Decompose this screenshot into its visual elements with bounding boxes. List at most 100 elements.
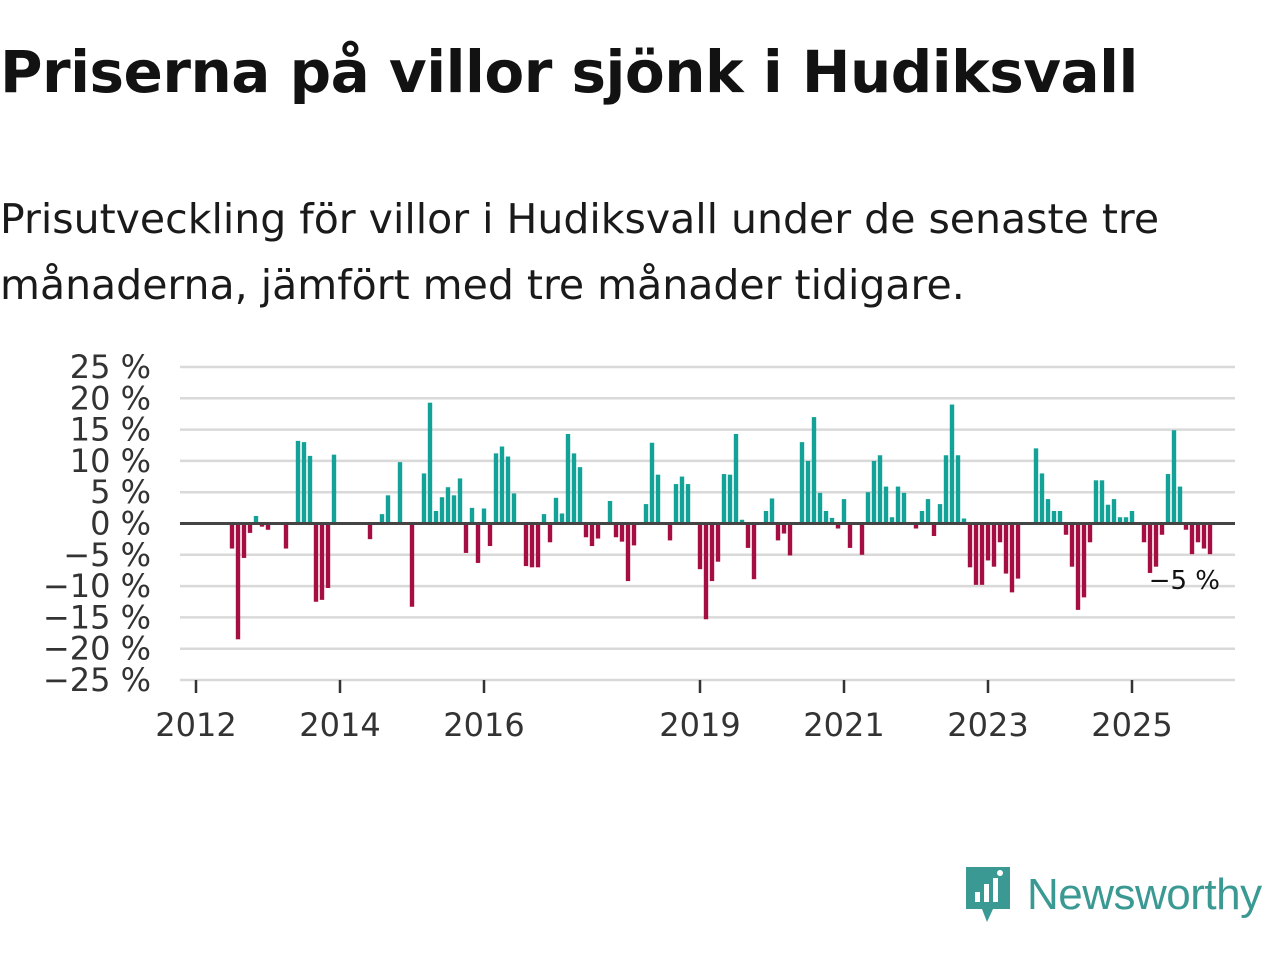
bar-negative bbox=[1147, 523, 1153, 573]
bar-negative bbox=[781, 523, 787, 534]
bar-positive bbox=[721, 474, 727, 524]
bar-positive bbox=[481, 508, 487, 524]
bar-negative bbox=[1153, 523, 1159, 567]
bar-negative bbox=[367, 523, 373, 540]
bar-negative bbox=[595, 523, 601, 539]
bar-positive bbox=[643, 504, 649, 524]
bar-positive bbox=[871, 460, 877, 524]
x-tick-label: 2012 bbox=[155, 706, 236, 744]
bar-negative bbox=[613, 523, 619, 538]
bar-negative bbox=[1015, 523, 1021, 579]
bar-negative bbox=[1189, 523, 1195, 555]
bar-negative bbox=[529, 523, 535, 568]
bar-negative bbox=[547, 523, 553, 543]
bar-positive bbox=[649, 442, 655, 524]
bar-negative bbox=[259, 523, 265, 527]
bar-negative bbox=[709, 523, 715, 582]
bar-negative bbox=[745, 523, 751, 548]
bar-negative bbox=[1159, 523, 1165, 535]
y-tick-label: 15 % bbox=[70, 411, 151, 449]
bar-positive bbox=[451, 495, 457, 524]
bar-negative bbox=[589, 523, 595, 547]
bar-positive bbox=[553, 497, 559, 524]
bar-positive bbox=[799, 442, 805, 524]
y-tick-label: 0 % bbox=[90, 505, 151, 543]
bar-positive bbox=[805, 460, 811, 524]
bar-positive bbox=[295, 440, 301, 524]
bar-positive bbox=[499, 446, 505, 524]
y-tick-label: −5 % bbox=[63, 536, 151, 574]
bar-positive bbox=[883, 486, 889, 524]
bar-positive bbox=[733, 433, 739, 524]
bar-negative bbox=[1009, 523, 1015, 593]
bar-negative bbox=[319, 523, 325, 600]
x-axis: 2012 2014 2016 2019 2021 2023 2025 bbox=[155, 680, 1173, 744]
bar-positive bbox=[769, 498, 775, 524]
bar-negative bbox=[229, 523, 235, 549]
bar-negative bbox=[1195, 523, 1201, 543]
bar-positive bbox=[421, 473, 427, 524]
bar-negative bbox=[1141, 523, 1147, 543]
y-tick-label: −20 % bbox=[43, 630, 151, 668]
bar-negative bbox=[313, 523, 319, 602]
y-tick-label: 25 % bbox=[70, 348, 151, 386]
bar-positive bbox=[1099, 480, 1105, 524]
bar-negative bbox=[625, 523, 631, 582]
bar-positive bbox=[1033, 448, 1039, 524]
bar-negative bbox=[1183, 523, 1189, 530]
bar-negative bbox=[523, 523, 529, 567]
bar-positive bbox=[739, 519, 745, 524]
bar-positive bbox=[955, 455, 961, 524]
bar-positive bbox=[1123, 517, 1129, 524]
bar-positive bbox=[901, 492, 907, 524]
bar-positive bbox=[823, 510, 829, 524]
x-tick-label: 2019 bbox=[659, 706, 740, 744]
bar-positive bbox=[841, 499, 847, 524]
bar-chart: 25 %20 %15 %10 %5 %0 %−5 %−10 %−15 %−20 … bbox=[43, 348, 1235, 744]
bar-positive bbox=[253, 515, 259, 524]
bar-negative bbox=[1003, 523, 1009, 574]
bar-positive bbox=[889, 517, 895, 524]
bar-negative bbox=[1063, 523, 1069, 535]
bar-negative bbox=[697, 523, 703, 570]
bar-negative bbox=[847, 523, 853, 548]
bar-positive bbox=[307, 455, 313, 524]
bar-positive bbox=[1129, 510, 1135, 524]
bar-positive bbox=[679, 476, 685, 524]
x-tick-label: 2021 bbox=[803, 706, 884, 744]
bar-negative bbox=[1087, 523, 1093, 543]
bar-negative bbox=[931, 523, 937, 537]
bar-positive bbox=[727, 474, 733, 524]
newsworthy-logo-icon bbox=[966, 867, 1010, 922]
bar-negative bbox=[325, 523, 331, 588]
bar-positive bbox=[469, 507, 475, 524]
bar-negative bbox=[751, 523, 757, 580]
bar-positive bbox=[1093, 480, 1099, 524]
bar-positive bbox=[457, 478, 463, 524]
bar-negative bbox=[997, 523, 1003, 543]
bar-positive bbox=[397, 462, 403, 524]
bar-positive bbox=[439, 497, 445, 524]
bar-positive bbox=[1177, 486, 1183, 524]
y-tick-label: −10 % bbox=[43, 567, 151, 605]
bar-positive bbox=[607, 500, 613, 524]
bar-positive bbox=[1171, 430, 1177, 524]
y-tick-label: −15 % bbox=[43, 598, 151, 636]
bar-negative bbox=[859, 523, 865, 555]
bar-positive bbox=[379, 514, 385, 524]
bar-positive bbox=[445, 487, 451, 524]
bar-positive bbox=[961, 518, 967, 524]
bar-negative bbox=[409, 523, 415, 607]
bar-positive bbox=[865, 492, 871, 524]
y-axis: 25 %20 %15 %10 %5 %0 %−5 %−10 %−15 %−20 … bbox=[43, 348, 151, 699]
bar-negative bbox=[1201, 523, 1207, 549]
bar-positive bbox=[817, 492, 823, 524]
bar-negative bbox=[1069, 523, 1075, 567]
bar-negative bbox=[835, 523, 841, 529]
bar-positive bbox=[493, 453, 499, 524]
chart-subtitle: Prisutveckling för villor i Hudiksvall u… bbox=[0, 195, 1160, 309]
y-tick-label: 10 % bbox=[70, 442, 151, 480]
bar-positive bbox=[1057, 510, 1063, 524]
last-value-label: −5 % bbox=[1149, 566, 1220, 596]
x-tick-label: 2014 bbox=[299, 706, 380, 744]
